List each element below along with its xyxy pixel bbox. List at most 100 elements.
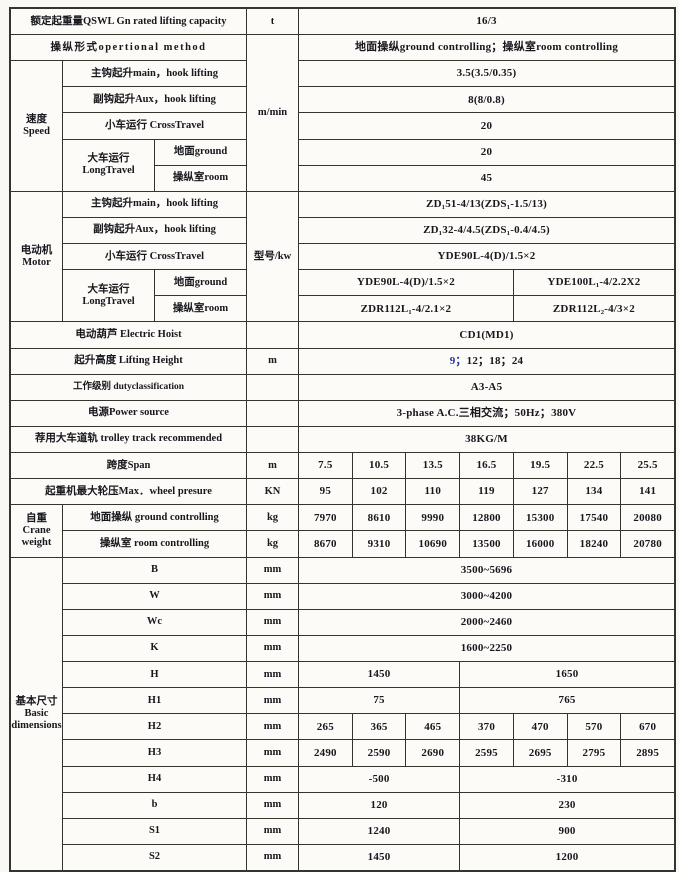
duty-classification-label: 工作级别 dutyclassification xyxy=(11,374,246,400)
span-label: 跨度Span xyxy=(11,453,246,479)
dim-h2-value: 265 xyxy=(299,714,352,740)
dim-h4-label: H4 xyxy=(63,766,246,792)
weight-room-value: 18240 xyxy=(567,531,621,557)
wheel-pressure-value: 141 xyxy=(621,479,674,505)
dim-h3-value: 2590 xyxy=(352,740,406,766)
motor-ground-label: 地面ground xyxy=(155,270,246,296)
speed-group-cn: 速度 xyxy=(26,113,47,125)
motor-room-value-left: ZDR112L₁-4/2.1×2 xyxy=(299,296,513,322)
lifting-height-unit: m xyxy=(247,348,298,374)
speed-cross-travel-value: 20 xyxy=(299,113,674,139)
weight-room-unit: kg xyxy=(247,531,298,557)
dim-h2-value: 365 xyxy=(352,714,406,740)
basic-dimensions-group-cn: 基本尺寸 xyxy=(15,695,58,707)
weight-room-value: 13500 xyxy=(460,531,513,557)
speed-group-en: Speed xyxy=(23,126,50,138)
wheel-pressure-value: 119 xyxy=(460,479,513,505)
dim-h1-label: H1 xyxy=(63,688,246,714)
weight-room-value: 8670 xyxy=(299,531,352,557)
electric-hoist-unit xyxy=(247,322,298,348)
speed-main-hook-value: 3.5(3.5/0.35) xyxy=(299,61,674,87)
weight-room-label: 操纵室 room controlling xyxy=(63,531,246,557)
weight-ground-value: 17540 xyxy=(567,505,621,531)
dim-h3-label: H3 xyxy=(63,740,246,766)
dim-w-value: 3000~4200 xyxy=(299,583,674,609)
crane-weight-group-cn: 自重 xyxy=(26,512,47,524)
dim-h2-value: 370 xyxy=(460,714,513,740)
duty-classification-unit xyxy=(247,374,298,400)
motor-ground-value-right: YDE100L₁-4/2.2X2 xyxy=(513,270,674,296)
speed-long-travel-cn: 大车运行 xyxy=(87,153,130,165)
dim-wc-value: 2000~2460 xyxy=(299,609,674,635)
wheel-pressure-label: 起重机最大轮压Max．wheel presure xyxy=(11,479,246,505)
trolley-track-unit xyxy=(247,426,298,453)
dim-h-value-left: 1450 xyxy=(299,662,460,688)
dim-h-label: H xyxy=(63,662,246,688)
motor-aux-hook-value: ZD₁32-4/4.5(ZDS₁-0.4/4.5) xyxy=(299,217,674,244)
operational-method-label: 操纵形式opertional method xyxy=(11,35,246,61)
dim-h2-label: H2 xyxy=(63,714,246,740)
dim-k-label: K xyxy=(63,635,246,662)
speed-aux-hook-label: 副钩起升Aux，hook lifting xyxy=(63,87,246,113)
electric-hoist-value: CD1(MD1) xyxy=(299,322,674,348)
speed-ground-value: 20 xyxy=(299,139,674,165)
span-unit: m xyxy=(247,453,298,479)
dim-small-b-unit: mm xyxy=(247,792,298,818)
power-source-unit xyxy=(247,400,298,426)
speed-room-value: 45 xyxy=(299,165,674,191)
dim-h3-value: 2490 xyxy=(299,740,352,766)
power-source-label: 电源Power source xyxy=(11,400,246,426)
span-value: 7.5 xyxy=(299,453,352,479)
weight-room-value: 10690 xyxy=(406,531,460,557)
speed-long-travel-label: 大车运行 LongTravel xyxy=(63,139,154,191)
dim-b-label: B xyxy=(63,557,246,583)
dim-h4-unit: mm xyxy=(247,766,298,792)
trolley-track-value: 38KG/M xyxy=(299,426,674,453)
dim-w-unit: mm xyxy=(247,583,298,609)
basic-dimensions-group-en1: Basic xyxy=(24,707,49,719)
crane-weight-group-header: 自重 Crane weight xyxy=(11,505,62,557)
span-value: 19.5 xyxy=(513,453,567,479)
dim-h3-value: 2795 xyxy=(567,740,621,766)
span-value: 22.5 xyxy=(567,453,621,479)
power-source-value: 3-phase A.C.三相交流；50Hz；380V xyxy=(299,400,674,426)
dim-small-b-value-left: 120 xyxy=(299,792,460,818)
dim-h1-value-left: 75 xyxy=(299,688,460,714)
lifting-height-value-rest: 12；18；24 xyxy=(466,354,524,367)
dim-h4-value-right: -310 xyxy=(460,766,674,792)
speed-room-label: 操纵室room xyxy=(155,165,246,191)
speed-aux-hook-value: 8(8/0.8) xyxy=(299,87,674,113)
span-value: 16.5 xyxy=(460,453,513,479)
weight-ground-value: 9990 xyxy=(406,505,460,531)
rated-capacity-value: 16/3 xyxy=(299,9,674,35)
dim-h1-unit: mm xyxy=(247,688,298,714)
dim-wc-label: Wc xyxy=(63,609,246,635)
speed-cross-travel-label: 小车运行 CrossTravel xyxy=(63,113,246,139)
wheel-pressure-unit: KN xyxy=(247,479,298,505)
weight-ground-value: 7970 xyxy=(299,505,352,531)
dim-h1-value-right: 765 xyxy=(460,688,674,714)
spec-table: 额定起重量QSWL Gn rated lifting capacity t 16… xyxy=(9,7,676,872)
lifting-height-value: 9； 12；18；24 xyxy=(299,348,674,374)
dim-h2-value: 570 xyxy=(567,714,621,740)
weight-room-value: 9310 xyxy=(352,531,406,557)
dim-h2-value: 470 xyxy=(513,714,567,740)
dim-small-b-label: b xyxy=(63,792,246,818)
motor-cross-travel-value: YDE90L-4(D)/1.5×2 xyxy=(299,244,674,270)
operational-method-value: 地面操纵ground controlling；操纵室room controlli… xyxy=(299,35,674,61)
dim-h2-value: 465 xyxy=(406,714,460,740)
dim-k-value: 1600~2250 xyxy=(299,635,674,662)
motor-long-travel-label: 大车运行 LongTravel xyxy=(63,270,154,322)
dim-s1-label: S1 xyxy=(63,818,246,844)
lifting-height-value-blue: 9； xyxy=(449,354,467,367)
dim-h2-value: 670 xyxy=(621,714,674,740)
speed-main-hook-label: 主钩起升main，hook lifting xyxy=(63,61,246,87)
dim-h-unit: mm xyxy=(247,662,298,688)
motor-room-value-right: ZDR112L₂-4/3×2 xyxy=(513,296,674,322)
basic-dimensions-group-en2: dimensions xyxy=(11,719,62,731)
dim-h3-value: 2695 xyxy=(513,740,567,766)
weight-ground-value: 12800 xyxy=(460,505,513,531)
lifting-height-label: 起升高度 Lifting Height xyxy=(11,348,246,374)
dim-h3-unit: mm xyxy=(247,740,298,766)
